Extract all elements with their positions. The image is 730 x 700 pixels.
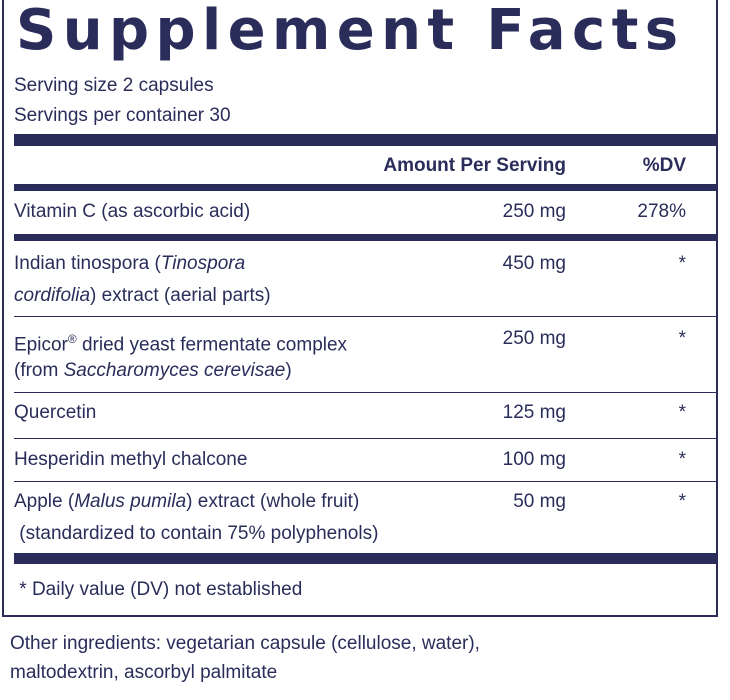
supplement-facts-panel: Supplement Facts Serving size 2 capsules…	[2, 0, 718, 617]
medium-divider	[14, 234, 718, 241]
ingredient-name-line2: cordifolia) extract (aerial parts)	[14, 285, 271, 306]
ingredient-dv: *	[678, 491, 686, 512]
panel-title: Supplement Facts	[16, 0, 685, 63]
thick-divider	[14, 553, 718, 564]
ingredient-dv: 278%	[637, 201, 686, 222]
thin-divider	[14, 392, 718, 393]
ingredient-name-line2: (from Saccharomyces cerevisae)	[14, 360, 292, 381]
ingredient-dv: *	[678, 449, 686, 470]
thin-divider	[14, 438, 718, 439]
thin-divider	[14, 481, 718, 482]
ingredient-dv: *	[678, 402, 686, 423]
ingredient-amount: 125 mg	[502, 402, 566, 423]
ingredient-amount: 250 mg	[502, 328, 566, 349]
ingredient-amount: 250 mg	[502, 201, 566, 222]
ingredient-amount: 100 mg	[502, 449, 566, 470]
ingredient-dv: *	[678, 328, 686, 349]
thin-divider	[14, 316, 718, 317]
thick-divider	[14, 134, 718, 146]
ingredient-name-line1: Epicor® dried yeast fermentate complex	[14, 332, 348, 356]
other-ingredients-line1: Other ingredients: vegetarian capsule (c…	[10, 633, 480, 654]
ingredient-name: Quercetin	[14, 402, 97, 423]
ingredient-amount: 50 mg	[513, 491, 566, 512]
daily-value-footnote: * Daily value (DV) not established	[14, 579, 303, 600]
servings-per-container: Servings per container 30	[14, 105, 231, 126]
header-amount-per-serving: Amount Per Serving	[383, 155, 566, 176]
ingredient-name-line1: Indian tinospora (Tinospora	[14, 253, 246, 274]
ingredient-dv: *	[678, 253, 686, 274]
serving-size: Serving size 2 capsules	[14, 75, 214, 96]
ingredient-amount: 450 mg	[502, 253, 566, 274]
medium-divider	[14, 184, 718, 191]
header-percent-dv: %DV	[642, 155, 686, 176]
ingredient-name-line1: Apple (Malus pumila) extract (whole frui…	[14, 491, 360, 512]
other-ingredients-line2: maltodextrin, ascorbyl palmitate	[10, 662, 278, 683]
ingredient-name: Vitamin C (as ascorbic acid)	[14, 201, 251, 222]
ingredient-name-line2: (standardized to contain 75% polyphenols…	[14, 523, 379, 544]
ingredient-name: Hesperidin methyl chalcone	[14, 449, 248, 470]
